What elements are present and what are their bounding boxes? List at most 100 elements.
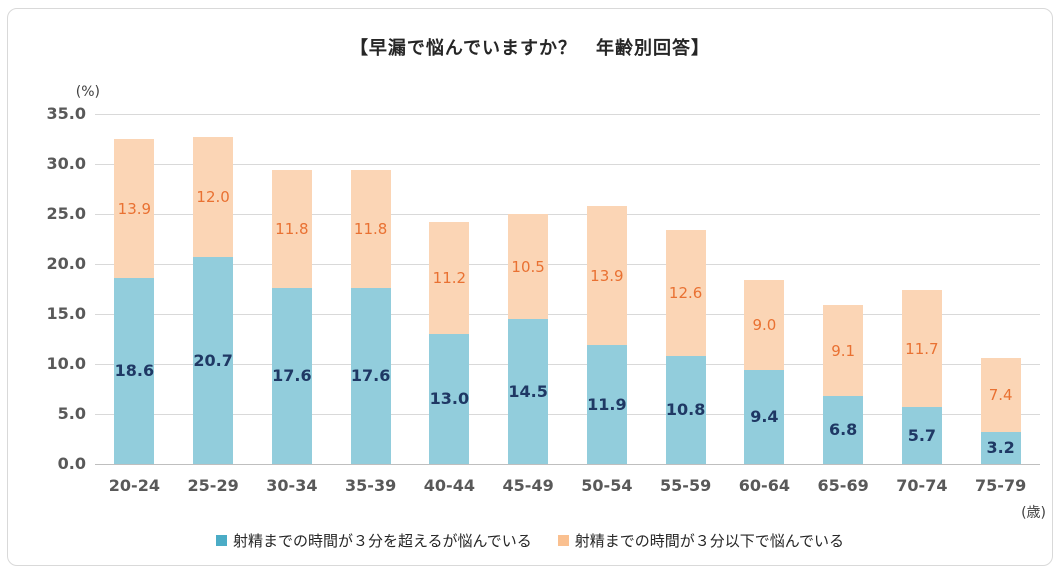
y-tick-label: 30.0 xyxy=(46,154,86,173)
gridline xyxy=(95,214,1040,215)
bar-value-label: 13.9 xyxy=(117,199,152,218)
y-axis-unit-label: (%) xyxy=(75,84,100,100)
x-axis-unit-label: (歳) xyxy=(1021,505,1046,521)
gridline xyxy=(95,414,1040,415)
x-tick-label: 45-49 xyxy=(502,476,554,495)
bar-value-label: 18.6 xyxy=(114,361,155,380)
bar-value-label: 17.6 xyxy=(350,366,391,385)
y-tick-label: 25.0 xyxy=(46,204,86,223)
bar-group: 18.6 13.9 xyxy=(95,114,174,464)
bar-segment-series0 xyxy=(193,257,234,464)
bar-value-label: 9.4 xyxy=(750,407,779,426)
bar-group: 14.5 10.5 xyxy=(489,114,568,464)
y-tick-label: 15.0 xyxy=(46,304,86,323)
bar-value-label: 13.9 xyxy=(590,266,624,285)
legend-item-under-3min: 射精までの時間が３分以下で悩んでいる xyxy=(557,530,845,551)
bar-value-label: 14.5 xyxy=(508,381,548,401)
bar-value-label: 12.0 xyxy=(196,188,230,206)
legend-swatch-over-3min-icon xyxy=(215,535,227,546)
bar-segment-series1 xyxy=(665,230,706,356)
bar-segment-series0 xyxy=(350,288,391,464)
bar-segment-series1 xyxy=(429,222,470,334)
bar-value-label: 9.0 xyxy=(752,316,777,334)
bar-segment-series0 xyxy=(114,278,155,464)
bar-value-label: 5.7 xyxy=(907,425,937,445)
bar-value-label: 17.6 xyxy=(272,366,312,385)
x-tick-label: 65-69 xyxy=(817,476,869,495)
legend-label-over-3min: 射精までの時間が３分を超えるが悩んでいる xyxy=(232,532,532,550)
y-tick-label: 0.0 xyxy=(57,454,86,473)
bar-value-label: 9.1 xyxy=(831,341,856,360)
gridline xyxy=(95,264,1040,265)
x-tick-label: 75-79 xyxy=(975,476,1027,495)
bar-group: 17.6 11.8 xyxy=(331,114,410,464)
bar-segment-series1 xyxy=(744,280,785,370)
bar-segment-series0 xyxy=(271,288,312,464)
bar-value-label: 7.4 xyxy=(988,386,1013,404)
x-tick-label: 20-24 xyxy=(108,476,160,495)
x-tick-label: 70-74 xyxy=(896,476,948,495)
bar-segment-series1 xyxy=(508,214,549,319)
bar-segment-series0 xyxy=(508,319,549,464)
bar-group: 3.2 7.4 xyxy=(961,114,1040,464)
gridline xyxy=(95,164,1040,165)
bar-value-label: 11.8 xyxy=(353,220,388,238)
bar-segment-series1 xyxy=(901,290,942,407)
plot-area: 18.6 13.9 20.7 12.0 17.6 11.8 17.6 11.8 13.0 11.2… xyxy=(95,114,1040,465)
bar-series: 18.6 13.9 20.7 12.0 17.6 11.8 17.6 11.8 13.0 11.2… xyxy=(95,114,1040,464)
bar-value-label: 11.8 xyxy=(275,220,309,238)
bar-segment-series0 xyxy=(823,396,864,464)
x-tick-label: 40-44 xyxy=(423,476,475,495)
y-tick-label: 35.0 xyxy=(46,104,86,123)
gridline xyxy=(95,114,1040,115)
bar-segment-series0 xyxy=(901,407,942,464)
bar-segment-series1 xyxy=(586,206,627,345)
x-tick-label: 60-64 xyxy=(738,476,790,495)
x-tick-label: 50-54 xyxy=(581,476,633,495)
chart-title: 【早漏で悩んでいますか？ 年齢別回答】 xyxy=(349,38,711,59)
legend-label-under-3min: 射精までの時間が３分以下で悩んでいる xyxy=(574,532,845,550)
bar-segment-series1 xyxy=(193,137,234,257)
legend-swatch-under-3min-icon xyxy=(557,535,569,546)
bar-segment-series0 xyxy=(744,370,785,464)
bar-group: 10.8 12.6 xyxy=(646,114,725,464)
bar-segment-series1 xyxy=(350,170,391,288)
bar-segment-series1 xyxy=(980,358,1021,432)
gridline xyxy=(95,464,1040,465)
bar-segment-series0 xyxy=(429,334,470,464)
gridline xyxy=(95,364,1040,365)
bar-segment-series0 xyxy=(665,356,706,464)
bar-group: 9.4 9.0 xyxy=(725,114,804,464)
x-tick-label: 30-34 xyxy=(266,476,318,495)
bar-value-label: 11.7 xyxy=(905,339,939,358)
bar-value-label: 10.5 xyxy=(511,257,545,276)
bar-value-label: 6.8 xyxy=(828,420,858,439)
bar-value-label: 20.7 xyxy=(193,350,233,370)
bar-value-label: 11.9 xyxy=(587,394,627,414)
gridline xyxy=(95,314,1040,315)
bar-value-label: 10.8 xyxy=(665,400,706,419)
bar-value-label: 12.6 xyxy=(668,284,703,302)
x-tick-label: 55-59 xyxy=(660,476,712,495)
bar-group: 17.6 11.8 xyxy=(253,114,332,464)
bar-group: 5.7 11.7 xyxy=(883,114,962,464)
bar-segment-series1 xyxy=(271,170,312,288)
bar-value-label: 3.2 xyxy=(986,438,1015,457)
y-tick-label: 10.0 xyxy=(46,354,86,373)
bar-value-label: 13.0 xyxy=(429,389,470,408)
legend: 射精までの時間が３分を超えるが悩んでいる 射精までの時間が３分以下で悩んでいる xyxy=(0,530,1060,551)
bar-segment-series1 xyxy=(823,305,864,396)
bar-group: 11.9 13.9 xyxy=(568,114,647,464)
y-tick-label: 20.0 xyxy=(46,254,86,273)
bar-segment-series1 xyxy=(114,139,155,278)
y-tick-label: 5.0 xyxy=(57,404,86,423)
x-tick-label: 25-29 xyxy=(187,476,239,495)
bar-group: 20.7 12.0 xyxy=(174,114,253,464)
x-tick-label: 35-39 xyxy=(345,476,397,495)
x-axis-tick-labels: 20-24 25-29 30-34 35-39 40-44 45-49 50-54 55-59… xyxy=(95,476,1040,495)
bar-group: 13.0 11.2 xyxy=(410,114,489,464)
bar-segment-series0 xyxy=(586,345,627,464)
bar-segment-series0 xyxy=(980,432,1021,464)
legend-item-over-3min: 射精までの時間が３分を超えるが悩んでいる xyxy=(215,530,532,551)
